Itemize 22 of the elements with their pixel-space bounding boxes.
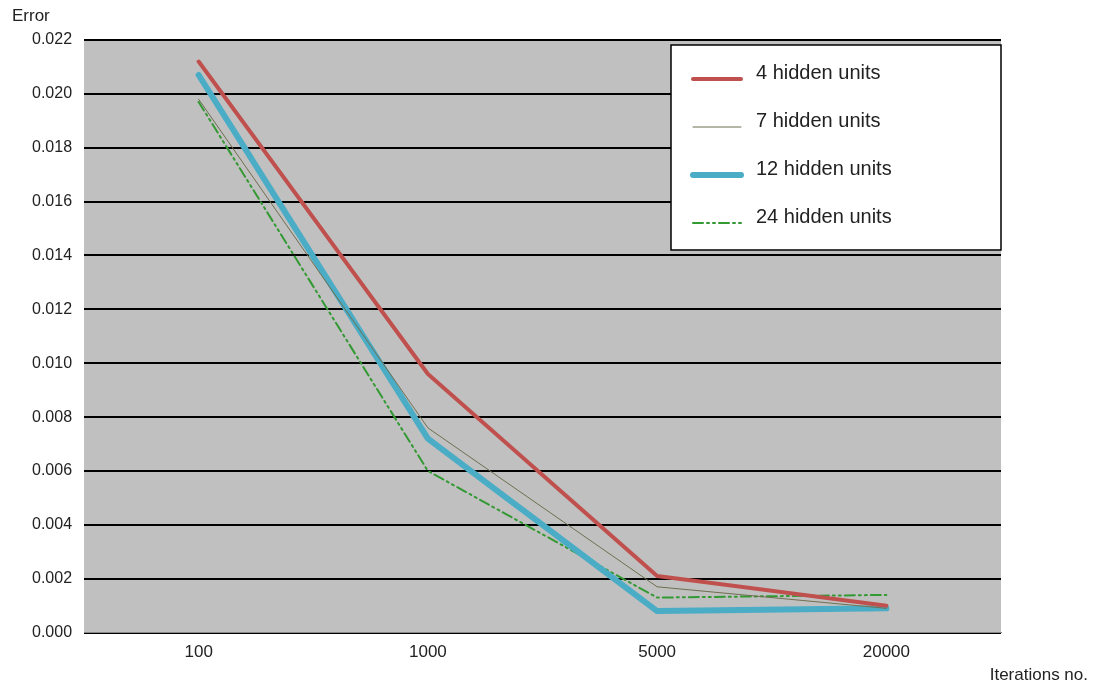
x-tick-label: 100	[184, 642, 213, 662]
legend-label: 12 hidden units	[756, 156, 892, 179]
y-tick-label: 0.018	[31, 138, 73, 156]
y-tick-label: 0.012	[31, 299, 73, 317]
x-axis-title: Iterations no.	[989, 665, 1088, 685]
legend-label: 7 hidden units	[756, 108, 881, 131]
x-tick-label: 20000	[862, 642, 911, 662]
y-tick-label: 0.022	[31, 30, 73, 48]
x-tick-label: 5000	[638, 642, 677, 662]
x-tick-label: 1000	[408, 642, 447, 662]
y-axis-title: Error	[12, 6, 50, 26]
y-tick-label: 0.004	[31, 515, 73, 533]
y-tick-label: 0.010	[31, 353, 73, 371]
y-tick-label: 0.016	[31, 192, 73, 210]
y-tick-label: 0.014	[31, 245, 73, 263]
y-tick-label: 0.000	[31, 623, 73, 641]
y-tick-label: 0.008	[31, 407, 73, 425]
legend-label: 4 hidden units	[756, 60, 881, 83]
y-tick-label: 0.006	[31, 461, 73, 479]
legend-label: 24 hidden units	[756, 204, 892, 227]
y-tick-label: 0.002	[31, 569, 73, 587]
y-tick-label: 0.020	[31, 84, 73, 102]
